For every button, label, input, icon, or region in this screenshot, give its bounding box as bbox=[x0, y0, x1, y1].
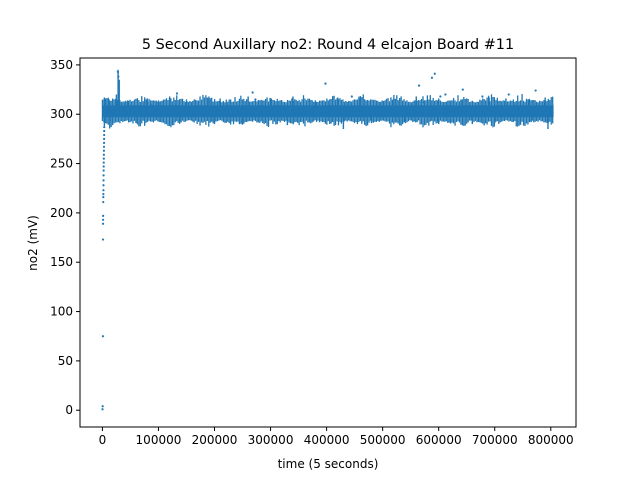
y-tick-label: 250 bbox=[50, 157, 73, 171]
data-point bbox=[102, 179, 105, 182]
data-point bbox=[102, 196, 105, 199]
data-point bbox=[417, 84, 421, 87]
data-point bbox=[101, 335, 105, 338]
data-point bbox=[102, 149, 106, 152]
x-axis-label: time (5 seconds) bbox=[278, 457, 379, 471]
data-point bbox=[102, 165, 105, 168]
data-point bbox=[439, 95, 442, 98]
y-tick-label: 150 bbox=[50, 255, 73, 269]
data-point bbox=[101, 408, 104, 411]
data-point bbox=[117, 75, 120, 78]
data-point bbox=[102, 214, 105, 217]
x-tick-label: 600000 bbox=[416, 433, 462, 447]
data-point bbox=[102, 193, 105, 196]
data-point bbox=[102, 184, 105, 187]
data-point bbox=[102, 174, 105, 177]
y-tick-label: 200 bbox=[50, 206, 73, 220]
data-point bbox=[175, 92, 179, 95]
data-point bbox=[422, 101, 425, 104]
data-point bbox=[102, 153, 105, 156]
data-point bbox=[254, 98, 257, 101]
data-point bbox=[102, 200, 105, 204]
data-point bbox=[101, 405, 104, 408]
data-point bbox=[534, 89, 537, 92]
data-point bbox=[102, 189, 105, 192]
data-point bbox=[102, 157, 105, 160]
y-tick-label: 100 bbox=[50, 305, 73, 319]
data-point bbox=[481, 95, 484, 98]
chart-title: 5 Second Auxillary no2: Round 4 elcajon … bbox=[142, 37, 514, 53]
data-point bbox=[102, 141, 106, 144]
data-point bbox=[433, 72, 436, 75]
y-axis-label: no2 (mV) bbox=[26, 215, 40, 271]
data-point bbox=[101, 218, 105, 221]
data-point bbox=[116, 70, 119, 73]
x-tick-label: 100000 bbox=[136, 433, 182, 447]
data-point bbox=[461, 88, 464, 91]
y-tick-label: 0 bbox=[65, 403, 73, 417]
data-point bbox=[103, 133, 106, 137]
data-point bbox=[350, 95, 353, 98]
y-axis: 0 50 100 150 200 250 300 350 bbox=[50, 58, 80, 417]
data-point bbox=[102, 161, 105, 164]
data-point bbox=[102, 169, 105, 172]
x-tick-label: 200000 bbox=[192, 433, 238, 447]
y-tick-label: 50 bbox=[58, 354, 73, 368]
x-tick-label: 700000 bbox=[472, 433, 518, 447]
data-point bbox=[430, 76, 434, 79]
x-tick-label: 400000 bbox=[304, 433, 350, 447]
plot-frame bbox=[79, 57, 577, 428]
y-tick-label: 350 bbox=[50, 58, 73, 72]
data-point bbox=[251, 91, 254, 94]
data-point bbox=[444, 93, 447, 96]
data-point bbox=[101, 222, 105, 225]
x-axis: 0 100000 200000 300000 400000 500000 600000 700… bbox=[99, 427, 574, 447]
data-point bbox=[103, 125, 106, 129]
x-tick-label: 300000 bbox=[248, 433, 294, 447]
data-point bbox=[102, 137, 106, 141]
data-point bbox=[150, 104, 153, 107]
x-tick-label: 800000 bbox=[528, 433, 574, 447]
data-point bbox=[507, 93, 510, 96]
data-point bbox=[103, 129, 106, 133]
x-tick-label: 500000 bbox=[360, 433, 406, 447]
data-layer bbox=[101, 69, 554, 411]
data-point bbox=[101, 238, 105, 241]
x-tick-label: 0 bbox=[99, 433, 107, 447]
y-tick-label: 300 bbox=[50, 107, 73, 121]
data-point bbox=[324, 82, 327, 85]
data-point bbox=[102, 145, 106, 148]
